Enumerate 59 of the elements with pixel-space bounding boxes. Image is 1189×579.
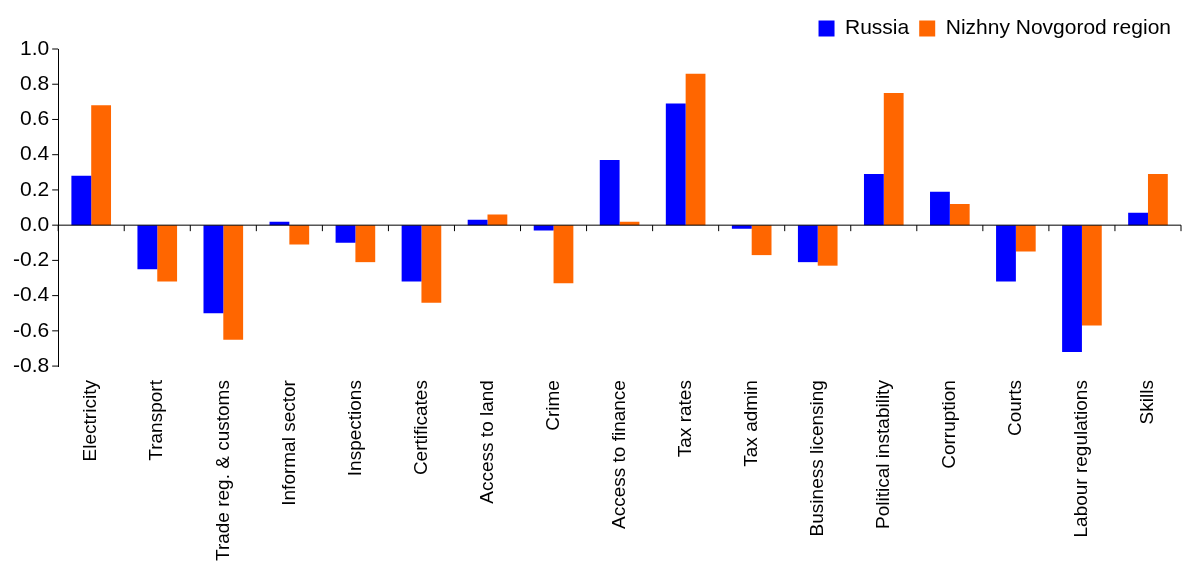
bar — [817, 225, 838, 266]
x-tick-label: Certificates — [409, 380, 431, 476]
bar — [863, 174, 884, 226]
bar — [203, 225, 224, 314]
bar — [223, 225, 244, 340]
bar — [553, 225, 574, 284]
bar — [467, 219, 488, 226]
x-tick-label: Tax admin — [739, 380, 761, 467]
bar — [1015, 225, 1036, 252]
bar — [665, 103, 686, 226]
x-tick-label: Tax rates — [673, 380, 695, 458]
y-tick-label: 0.6 — [19, 106, 50, 130]
bar — [930, 191, 950, 226]
y-tick-label: 0.8 — [19, 71, 50, 95]
bar — [1147, 174, 1168, 226]
y-tick-label: 0.0 — [19, 211, 50, 235]
x-tick-label: Electricity — [79, 379, 101, 462]
y-tick-label: -0.4 — [13, 282, 50, 306]
x-tick-label: Inspections — [343, 380, 365, 477]
x-tick-label: Trade reg. & customs — [211, 380, 233, 561]
x-tick-label: Labour regulations — [1070, 380, 1092, 538]
x-tick-label: Crime — [541, 380, 563, 431]
bar — [71, 175, 92, 226]
y-tick-label: -0.6 — [13, 317, 50, 341]
x-tick-label: Access to land — [475, 380, 497, 504]
y-tick-label: 1.0 — [19, 35, 50, 59]
x-tick-label: Courts — [1004, 380, 1026, 437]
bar — [335, 225, 356, 243]
x-tick-label: Informal sector — [277, 379, 299, 506]
bar — [685, 73, 706, 226]
y-tick-label: 0.2 — [19, 176, 50, 200]
y-tick-label: -0.2 — [13, 247, 50, 271]
bar — [157, 225, 178, 282]
bar — [883, 93, 904, 226]
x-tick-label: Political instability — [872, 379, 894, 529]
bar — [1081, 225, 1102, 326]
x-tick-label: Business licensing — [805, 380, 827, 537]
x-tick-label: Access to finance — [607, 380, 629, 529]
bar — [949, 204, 970, 226]
legend-label: Nizhny Novgorod region — [945, 15, 1172, 39]
bar — [487, 214, 508, 226]
bar — [1128, 212, 1148, 226]
bar — [797, 225, 818, 263]
y-tick-label: 0.4 — [19, 141, 50, 165]
bar — [996, 225, 1016, 282]
x-tick-label: Transport — [145, 379, 167, 461]
bar — [355, 225, 376, 263]
legend-label: Russia — [845, 15, 910, 39]
bar — [421, 225, 442, 303]
bar — [137, 225, 158, 270]
bar — [91, 105, 112, 226]
bar — [1062, 225, 1082, 352]
x-tick-label: Skills — [1136, 380, 1158, 425]
x-tick-label: Corruption — [938, 380, 960, 469]
bar — [401, 225, 422, 282]
bar — [599, 159, 620, 226]
bar — [751, 225, 772, 256]
bar — [289, 225, 310, 245]
y-tick-label: -0.8 — [13, 352, 50, 376]
